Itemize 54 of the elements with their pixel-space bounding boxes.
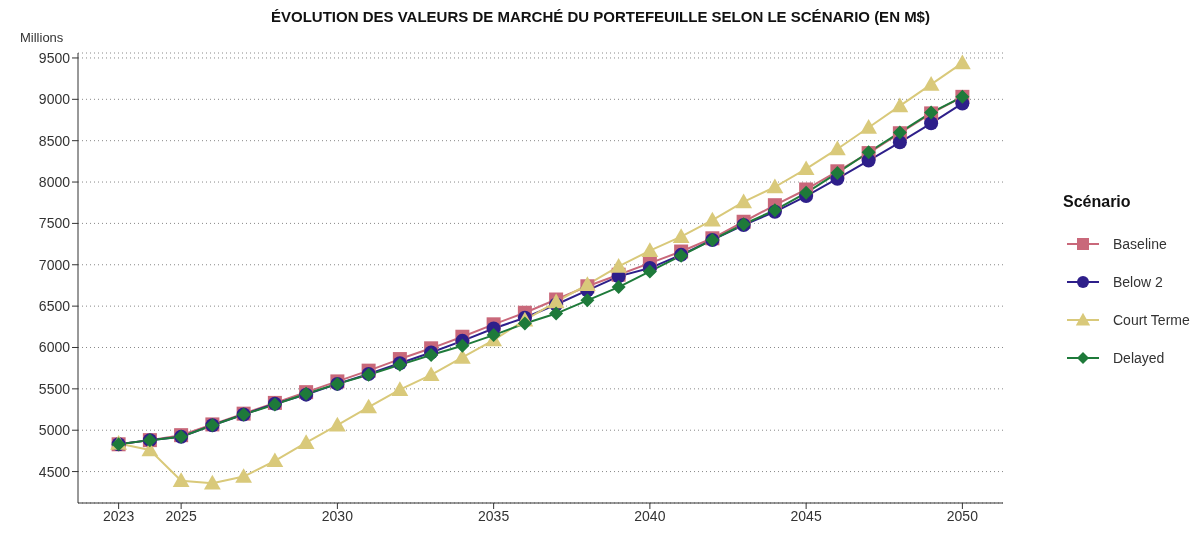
point	[797, 160, 815, 176]
point	[235, 468, 253, 483]
legend-title: Scénario	[1063, 193, 1132, 211]
point	[172, 472, 190, 487]
point	[828, 140, 846, 156]
point	[922, 76, 940, 91]
legend-label: Baseline	[1113, 236, 1167, 252]
y-tick-label: 4500	[38, 463, 71, 480]
point	[203, 474, 221, 490]
x-tick-label: 2023	[103, 507, 135, 524]
y-tick-label: 8000	[38, 174, 71, 191]
y-tick-label: 5000	[38, 422, 71, 439]
point	[610, 258, 628, 273]
point	[422, 366, 440, 382]
point	[391, 381, 409, 396]
y-tick-label: 9500	[38, 49, 71, 66]
point	[924, 116, 939, 131]
point	[453, 349, 471, 364]
y-tick-label: 9000	[38, 91, 71, 108]
y-tick-label: 7000	[38, 256, 71, 273]
point	[641, 242, 659, 257]
y-axis-title: Millions	[20, 30, 64, 45]
point	[486, 328, 501, 343]
point	[703, 211, 721, 227]
point	[860, 119, 878, 134]
point	[891, 97, 909, 113]
chart-title: ÉVOLUTION DES VALEURS DE MARCHÉ DU PORTEFEUILLE SELON LE SCÉNARIO (EN M$)	[270, 8, 931, 25]
x-tick-label: 2025	[165, 507, 197, 524]
x-tick-label: 2035	[478, 507, 510, 524]
point	[549, 306, 564, 321]
point	[517, 316, 532, 331]
x-tick-label: 2050	[946, 507, 979, 524]
legend-label: Delayed	[1113, 350, 1165, 366]
y-tick-label: 6000	[38, 339, 71, 356]
x-tick-label: 2040	[634, 507, 666, 524]
point	[672, 228, 690, 243]
legend-label: Below 2	[1113, 274, 1163, 290]
y-tick-label: 7500	[38, 215, 71, 232]
point	[360, 398, 378, 414]
point	[328, 416, 346, 432]
point	[611, 280, 626, 295]
point	[297, 434, 315, 449]
x-tick-label: 2030	[321, 507, 354, 524]
point	[953, 54, 971, 70]
legend-label: Court Terme	[1113, 312, 1190, 328]
point	[266, 452, 284, 468]
point	[455, 338, 470, 353]
y-tick-label: 5500	[38, 380, 71, 397]
point	[735, 193, 753, 209]
x-tick-label: 2045	[790, 507, 822, 524]
y-tick-label: 6500	[38, 298, 71, 315]
y-tick-label: 8500	[38, 132, 71, 149]
point	[580, 293, 595, 308]
point	[766, 178, 784, 194]
